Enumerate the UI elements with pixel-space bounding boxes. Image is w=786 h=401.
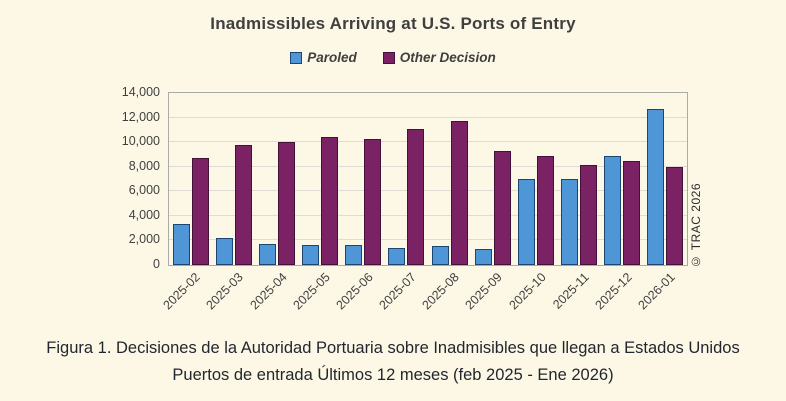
chart-legend: Paroled Other Decision xyxy=(0,49,786,66)
bar-paroled-2025-03 xyxy=(215,238,233,265)
x-axis: 2025-02 2025-03 2025-04 2025-05 2025-06 2025-… xyxy=(161,266,686,326)
legend-item-paroled: Paroled xyxy=(290,50,357,65)
bar-paroled-2025-12 xyxy=(604,156,622,265)
paroled-swatch-icon xyxy=(290,51,303,64)
bar-paroled-2025-07 xyxy=(388,248,406,265)
gridline xyxy=(169,190,687,192)
bar-other-decision-2025-07 xyxy=(407,129,425,265)
bar-paroled-2026-01 xyxy=(647,109,665,265)
bar-paroled-2025-11 xyxy=(561,179,579,265)
x-tick-cell: 2025-04 xyxy=(247,266,297,326)
figure-caption: Figura 1. Decisiones de la Autoridad Por… xyxy=(0,335,786,389)
bar-paroled-2025-10 xyxy=(517,179,535,265)
bar-other-decision-2025-04 xyxy=(277,142,295,265)
bar-group-2025-08 xyxy=(428,93,471,265)
bar-other-decision-2025-02 xyxy=(191,158,209,265)
y-tick-label: 2,000 xyxy=(128,232,160,247)
x-tick-cell: 2025-10 xyxy=(506,266,556,326)
bar-group-2025-03 xyxy=(212,93,255,265)
bar-paroled-2025-02 xyxy=(172,224,190,265)
caption-line-2: Puertos de entrada Últimos 12 meses (feb… xyxy=(172,366,614,384)
bar-other-decision-2025-03 xyxy=(234,145,252,265)
x-tick-cell: 2025-12 xyxy=(592,266,643,326)
legend-label-paroled: Paroled xyxy=(307,50,357,65)
x-tick-cell: 2025-06 xyxy=(333,266,384,326)
bar-group-2025-06 xyxy=(342,93,385,265)
y-tick-label: 8,000 xyxy=(128,158,160,173)
other-decision-swatch-icon xyxy=(382,51,395,64)
gridline xyxy=(169,141,687,143)
bar-paroled-2025-04 xyxy=(258,244,276,265)
bar-other-decision-2025-05 xyxy=(321,137,339,265)
bar-other-decision-2025-06 xyxy=(364,139,382,265)
bar-other-decision-2025-08 xyxy=(450,121,468,265)
bar-group-2025-04 xyxy=(255,93,298,265)
legend-label-other-decision: Other Decision xyxy=(399,50,496,65)
y-tick-label: 12,000 xyxy=(121,109,160,124)
bar-paroled-2025-09 xyxy=(474,249,492,265)
x-tick-cell: 2025-05 xyxy=(290,266,341,326)
bar-paroled-2025-06 xyxy=(345,245,363,265)
chart-title: Inadmissibles Arriving at U.S. Ports of … xyxy=(210,14,576,33)
chart-figure: Inadmissibles Arriving at U.S. Ports of … xyxy=(0,14,786,389)
x-tick-label: 2025-11 xyxy=(549,270,592,312)
bar-group-2025-12 xyxy=(601,93,644,265)
bar-other-decision-2026-01 xyxy=(666,167,684,265)
y-tick-label: 10,000 xyxy=(121,134,160,149)
y-axis: 0 2,000 4,000 6,000 8,000 10,000 12,000 14,000 xyxy=(0,85,160,271)
legend-item-other-decision: Other Decision xyxy=(382,50,496,65)
x-tick-label: 2025-02 xyxy=(160,270,203,313)
bar-group-2026-01 xyxy=(644,93,687,265)
x-tick-cell: 2025-11 xyxy=(550,266,600,326)
bar-group-2025-05 xyxy=(299,93,342,265)
bar-group-2025-09 xyxy=(471,93,514,265)
x-tick-cell: 2025-02 xyxy=(161,266,211,326)
caption-line-1: Figura 1. Decisiones de la Autoridad Por… xyxy=(46,339,740,357)
plot-area xyxy=(168,92,688,266)
y-tick-label: 14,000 xyxy=(121,85,160,99)
bar-group-2025-02 xyxy=(169,93,212,265)
bar-other-decision-2025-09 xyxy=(493,151,511,265)
x-tick-cell: 2025-03 xyxy=(204,266,254,326)
copyright-watermark: © TRAC 2026 xyxy=(689,182,703,268)
x-tick-cell: 2025-07 xyxy=(376,266,427,326)
gridline xyxy=(169,239,687,241)
bar-group-2025-10 xyxy=(514,93,557,265)
gridline xyxy=(169,214,687,216)
gridline xyxy=(169,116,687,118)
x-tick-cell: 2026-01 xyxy=(635,266,686,326)
x-tick-cell: 2025-09 xyxy=(463,266,513,326)
bar-other-decision-2025-12 xyxy=(623,161,641,265)
bar-other-decision-2025-11 xyxy=(580,165,598,265)
bar-group-2025-07 xyxy=(385,93,428,265)
y-tick-label: 4,000 xyxy=(128,207,160,222)
plot-region: 0 2,000 4,000 6,000 8,000 10,000 12,000 14,000 … xyxy=(0,85,786,271)
y-tick-label: 6,000 xyxy=(128,183,160,198)
gridline xyxy=(169,165,687,167)
bar-paroled-2025-08 xyxy=(431,246,449,265)
bar-group-2025-11 xyxy=(558,93,601,265)
x-tick-cell: 2025-08 xyxy=(420,266,470,326)
y-tick-label: 0 xyxy=(153,257,160,271)
bar-other-decision-2025-10 xyxy=(536,156,554,265)
bar-paroled-2025-05 xyxy=(302,245,320,265)
